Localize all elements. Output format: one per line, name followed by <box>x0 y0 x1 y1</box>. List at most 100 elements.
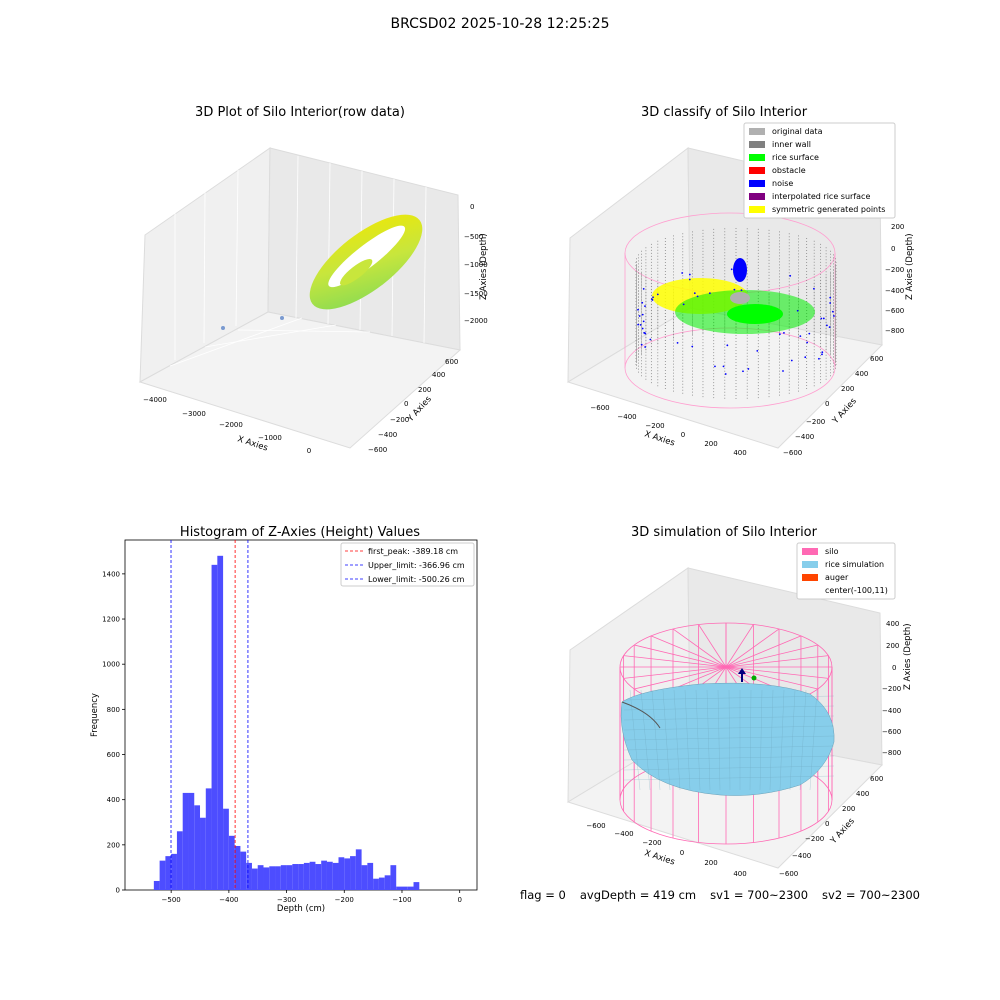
noise-point <box>656 293 659 296</box>
raw-ztick: −2000 <box>464 317 488 325</box>
status-line: flag = 0 avgDepth = 419 cm sv1 = 700~2300 s… <box>520 888 934 902</box>
histogram-legend: first_peak: -389.18 cm Upper_limit: -366… <box>340 542 475 587</box>
histogram-panel: Histogram of Z-Axies (Height) Values −50… <box>90 525 478 914</box>
simulation-ztick: 200 <box>886 642 899 650</box>
legend-silo: silo <box>825 547 839 556</box>
raw-ytick: 0 <box>404 400 408 408</box>
classify-legend: original data inner wall rice surface ob… <box>743 122 896 219</box>
rice-mesh-line <box>623 705 835 711</box>
silo-wire-spoke <box>634 644 727 668</box>
simulation-ytick: 0 <box>825 820 829 828</box>
histogram-y-tick-label: 1200 <box>102 616 120 624</box>
simulation-rice-mesh <box>623 689 835 791</box>
rice-mesh-line <box>623 735 835 741</box>
raw-xtick: −3000 <box>182 410 206 418</box>
noise-point <box>742 370 744 373</box>
histogram-bar <box>309 861 316 890</box>
noise-point <box>714 365 716 368</box>
histogram-bar <box>407 886 414 890</box>
histogram-y-tick-label: 800 <box>107 706 120 714</box>
raw-ztick: −1500 <box>464 290 488 298</box>
histogram-y-tick-label: 1400 <box>102 570 120 578</box>
noise-point <box>826 324 828 327</box>
histogram-y-tick-label: 0 <box>116 887 120 895</box>
histogram-bar <box>240 851 247 890</box>
simulation-ztick: −400 <box>882 707 901 715</box>
classify-ytick: −400 <box>795 433 814 441</box>
legend-lower-limit: Lower_limit: -500.26 cm <box>368 575 465 584</box>
legend-first-peak: first_peak: -389.18 cm <box>368 547 458 556</box>
histogram-bar <box>228 835 235 890</box>
histogram-bar <box>292 864 299 890</box>
histogram-x-tick-label: −400 <box>219 896 238 904</box>
noise-point <box>641 301 644 304</box>
histogram-bar <box>280 865 287 890</box>
noise-point <box>821 351 824 354</box>
noise-point <box>652 296 654 299</box>
noise-point <box>747 368 750 370</box>
rice-mesh-line <box>651 689 661 791</box>
histogram-bar <box>217 555 224 890</box>
rice-mesh-line <box>623 745 835 751</box>
raw-xtick: −1000 <box>258 434 282 442</box>
legend-obstacle: obstacle <box>772 166 806 175</box>
histogram-bar <box>211 564 218 890</box>
histogram-y-tick-label: 400 <box>107 796 120 804</box>
raw-3d-panel: 3D Plot of Silo Interior(row data) −4000… <box>138 105 489 455</box>
rice-mesh-line <box>706 689 711 791</box>
silo-wire-spoke <box>725 644 818 668</box>
histogram-x-ticks: −500 −400 −300 −200 −100 0 <box>162 890 462 904</box>
noise-point <box>691 345 694 348</box>
raw-point-cloud <box>309 214 423 310</box>
noise-point <box>708 292 711 295</box>
noise-point <box>722 365 725 368</box>
rice-mesh-line <box>640 689 651 791</box>
histogram-bar <box>303 862 310 890</box>
histogram-bar <box>257 865 264 890</box>
noise-point <box>688 278 691 281</box>
rice-mesh-line <box>673 689 681 791</box>
histogram-bar <box>246 862 252 890</box>
noise-point <box>808 332 811 335</box>
classify-ytick: 200 <box>841 385 854 393</box>
noise-point <box>644 305 646 308</box>
histogram-bar <box>263 867 270 890</box>
histogram-bar <box>298 864 304 890</box>
histogram-y-tick-label: 200 <box>107 841 120 849</box>
histogram-x-tick-label: 0 <box>457 896 461 904</box>
rice-mesh-line <box>779 689 785 791</box>
classify-floor <box>566 307 884 449</box>
raw-xtick: 0 <box>307 447 311 455</box>
silo-wire-spoke <box>725 628 780 668</box>
classify-xtick: 400 <box>733 449 746 457</box>
simulation-xlabel: X Axies <box>643 848 676 867</box>
histogram-y-ticks: 0 200 400 600 800 1000 1200 1400 <box>102 570 125 895</box>
histogram-bar <box>171 853 177 890</box>
simulation-xtick: 0 <box>680 849 684 857</box>
noise-point <box>806 341 809 344</box>
figure-title: BRCSD02 2025-10-28 12:25:25 <box>390 16 610 32</box>
histogram-bar <box>159 860 166 890</box>
histogram-bar <box>373 878 379 890</box>
histogram-reference-lines <box>170 540 249 890</box>
histogram-bar <box>251 868 258 890</box>
histogram-bar <box>315 864 322 890</box>
noise-point <box>804 356 807 359</box>
classify-ytick: 600 <box>870 355 883 363</box>
noise-point <box>756 349 759 352</box>
histogram-bar <box>194 805 201 890</box>
silo-wire-spoke <box>725 655 829 668</box>
noise-point <box>693 292 696 295</box>
classify-zlabel: Z Axies (Depth) <box>905 233 915 300</box>
noise-point <box>782 370 784 372</box>
rice-mesh-line <box>684 689 691 791</box>
classify-ylabel: Y Axies <box>830 396 859 427</box>
rice-mesh-line <box>728 689 731 791</box>
noise-point <box>676 341 679 344</box>
histogram-bar <box>396 886 402 890</box>
classify-noise-cluster <box>733 258 747 282</box>
simulation-ylabel: Y Axies <box>828 816 857 847</box>
histogram-bar <box>269 866 276 890</box>
noise-point <box>831 310 834 313</box>
simulation-xtick: −400 <box>614 830 633 838</box>
